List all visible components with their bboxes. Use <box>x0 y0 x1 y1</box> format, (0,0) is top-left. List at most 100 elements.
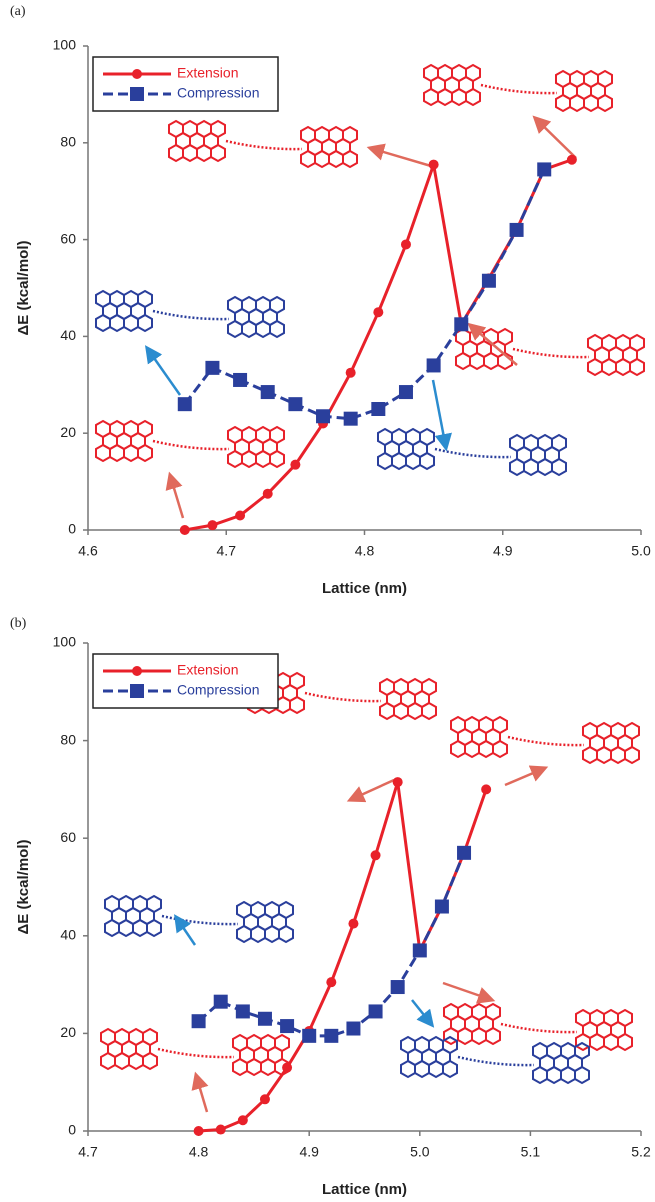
y-tick-label: 20 <box>60 1024 76 1040</box>
series-line <box>184 158 573 532</box>
marker-square <box>371 402 386 416</box>
y-tick-label: 60 <box>60 829 76 845</box>
y-tick-label: 60 <box>60 230 76 246</box>
marker-square <box>368 1004 383 1019</box>
arrow <box>165 471 185 519</box>
marker-circle <box>179 525 190 535</box>
marker-square <box>390 980 405 995</box>
x-tick-label: 4.7 <box>78 1144 98 1160</box>
y-tick-label: 40 <box>60 327 76 343</box>
y-tick-label: 80 <box>60 134 76 150</box>
marker-circle <box>207 520 218 531</box>
marker-circle <box>373 307 384 318</box>
marker-circle <box>215 1124 226 1135</box>
x-tick-label: 4.7 <box>217 543 237 559</box>
marker-square <box>205 360 220 375</box>
x-axis-label: Lattice (nm) <box>322 1181 407 1198</box>
molecule <box>378 429 566 475</box>
arrow <box>191 1071 209 1113</box>
x-tick-label: 5.1 <box>521 1144 541 1160</box>
y-axis-label: ΔE (kcal/mol) <box>15 241 32 336</box>
marker-square <box>233 372 248 387</box>
marker-circle <box>193 1126 204 1136</box>
marker-square <box>177 397 192 412</box>
panel-label: (b) <box>10 616 27 631</box>
x-tick-label: 4.8 <box>189 1144 209 1160</box>
legend-marker <box>132 69 142 79</box>
x-tick-label: 4.8 <box>355 543 375 559</box>
marker-circle <box>290 459 301 470</box>
arrows <box>144 115 577 1113</box>
marker-circle <box>400 239 411 250</box>
marker-square <box>457 845 472 860</box>
marker-circle <box>428 159 439 170</box>
arrow <box>346 778 395 803</box>
molecule <box>451 717 639 763</box>
arrow <box>431 379 452 452</box>
legend-marker <box>132 666 142 676</box>
x-tick-label: 4.6 <box>78 543 98 559</box>
molecule <box>424 65 612 111</box>
y-tick-label: 100 <box>53 634 77 650</box>
legend-label: Extension <box>177 662 238 678</box>
marker-square <box>343 411 358 426</box>
illustrations <box>96 65 644 1113</box>
marker-square <box>213 994 228 1009</box>
x-tick-label: 5.2 <box>631 1144 651 1160</box>
legend-label: Compression <box>177 85 259 101</box>
marker-square <box>412 943 427 958</box>
molecule <box>169 121 357 167</box>
legend-box <box>92 56 279 112</box>
arrow <box>532 115 577 159</box>
arrow <box>442 981 496 1004</box>
arrow <box>174 914 197 946</box>
arrow <box>504 765 549 787</box>
y-tick-label: 20 <box>60 424 76 440</box>
marker-circle <box>392 777 403 788</box>
marker-square <box>257 1011 272 1026</box>
y-tick-label: 80 <box>60 731 76 747</box>
molecule <box>101 1029 289 1075</box>
legend-box <box>92 653 279 709</box>
marker-square <box>434 899 449 914</box>
legend-marker <box>130 87 144 101</box>
y-tick-label: 0 <box>68 521 76 537</box>
marker-square <box>288 397 303 412</box>
arrow <box>144 345 182 396</box>
arrow <box>411 999 435 1028</box>
marker-circle <box>345 367 356 378</box>
marker-square <box>191 1014 206 1029</box>
marker-circle <box>481 784 492 795</box>
marker-square <box>509 222 524 237</box>
marker-square <box>481 273 496 288</box>
x-axis-label: Lattice (nm) <box>322 580 407 597</box>
x-tick-label: 4.9 <box>493 543 513 559</box>
marker-square <box>346 1021 361 1036</box>
legend-label: Compression <box>177 682 259 698</box>
x-tick-label: 5.0 <box>631 543 651 559</box>
panel-label: (a) <box>10 4 26 19</box>
marker-square <box>324 1028 339 1043</box>
marker-square <box>280 1019 295 1034</box>
marker-square <box>235 1004 250 1019</box>
marker-square <box>302 1028 317 1043</box>
marker-circle <box>370 850 381 861</box>
marker-circle <box>259 1094 270 1105</box>
legend-label: Extension <box>177 65 238 81</box>
y-tick-label: 40 <box>60 927 76 943</box>
legend-marker <box>130 684 144 698</box>
marker-square <box>537 162 552 177</box>
marker-circle <box>348 918 359 929</box>
marker-circle <box>235 510 246 521</box>
x-tick-label: 4.9 <box>299 1144 319 1160</box>
marker-square <box>316 409 331 424</box>
y-tick-label: 100 <box>53 37 77 53</box>
y-axis-label: ΔE (kcal/mol) <box>15 840 32 935</box>
marker-square <box>426 358 441 373</box>
marker-square <box>398 385 413 400</box>
x-tick-label: 5.0 <box>410 1144 430 1160</box>
molecule <box>96 421 284 467</box>
y-tick-label: 0 <box>68 1122 76 1138</box>
marker-circle <box>566 154 577 165</box>
